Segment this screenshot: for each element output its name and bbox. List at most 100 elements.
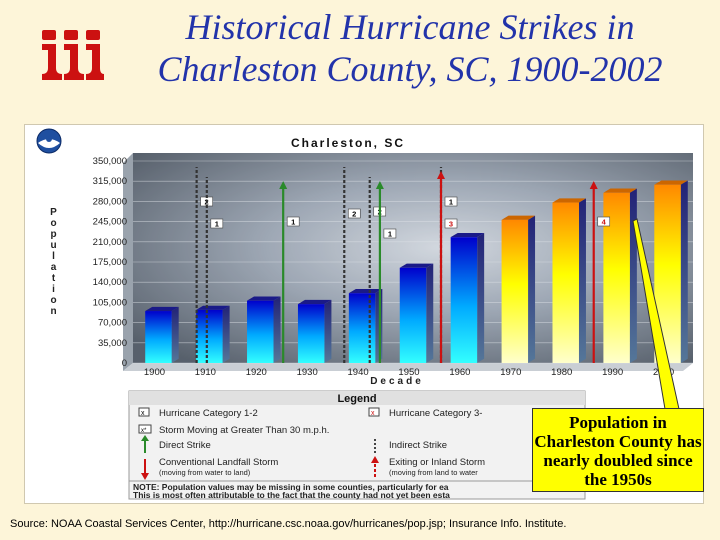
bar-side — [680, 180, 688, 363]
slide-title: Historical Hurricane Strikes in Charlest… — [120, 6, 700, 90]
bar-top — [654, 180, 688, 185]
y-tick-label: 315,000 — [93, 176, 127, 187]
legend-title: Legend — [337, 393, 376, 405]
storm-category-box — [597, 216, 611, 227]
bar-face — [450, 237, 478, 363]
svg-text:x*: x* — [141, 428, 147, 434]
storm-category-box — [444, 218, 458, 229]
legend-indirect: Indirect Strike — [389, 440, 447, 451]
storm-category-label: 1 — [215, 220, 219, 229]
bar-side — [528, 215, 536, 363]
bar-face — [196, 309, 223, 363]
legend-note-1: NOTE: Population values may be missing i… — [133, 482, 449, 492]
y-tick-label: 350,000 — [93, 156, 127, 167]
chart-floor — [123, 363, 693, 371]
bar — [501, 215, 536, 363]
y-tick-label: 175,000 — [93, 257, 127, 268]
legend-conventional-sub: (moving from water to land) — [159, 468, 251, 477]
legend-exiting: Exiting or Inland Storm — [389, 457, 485, 468]
storm-marker: 1 — [279, 181, 300, 363]
storm-category-label: 1 — [388, 230, 392, 239]
bar-face — [501, 219, 529, 363]
x-tick-label: 1950 — [398, 367, 419, 378]
storm-marker: 2 — [343, 167, 361, 363]
storm-category-box — [347, 208, 361, 219]
chart-side-wall — [123, 153, 133, 371]
bar — [247, 296, 281, 363]
bar-side — [324, 299, 332, 363]
storm-marker: 4 — [589, 181, 611, 363]
legend-exiting-sub: (moving from land to water — [389, 468, 478, 477]
storm-arrowhead — [589, 181, 598, 189]
population-chart: Charleston, SC 350,000 315,000 280,000 245,… — [36, 128, 693, 500]
legend-note-2: This is most often attributable to the f… — [133, 490, 450, 500]
bar-top — [145, 306, 179, 312]
svg-text:x: x — [371, 410, 375, 417]
x-tick-label: 1970 — [500, 367, 521, 378]
bar-top — [552, 198, 586, 203]
legend-cat12: Hurricane Category 1-2 — [159, 408, 258, 419]
bar-top — [247, 296, 281, 301]
storm-marker: 1 — [205, 177, 224, 363]
legend-cat35: Hurricane Category 3- — [389, 408, 482, 419]
storm-arrowhead — [375, 181, 384, 189]
callout-box: Population in Charleston County has near… — [532, 408, 704, 492]
bar-top — [399, 263, 434, 268]
bar — [399, 263, 434, 363]
x-tick-label: 1990 — [602, 367, 623, 378]
x-tick-label: 1900 — [144, 367, 165, 378]
storm-category-label: 4 — [602, 218, 607, 227]
storm-category-label: 3 — [449, 220, 453, 229]
storm-category-label: 1 — [291, 218, 295, 227]
title-line-2: Charleston County, SC, 1900-2002 — [157, 49, 663, 89]
x-tick-label: 1930 — [297, 367, 318, 378]
bar-face — [399, 267, 427, 363]
legend-conventional: Conventional Landfall Storm — [159, 457, 278, 468]
bar-side — [426, 263, 434, 363]
bar-face — [348, 293, 376, 363]
storm-category-label: 1 — [449, 198, 453, 207]
bar — [297, 299, 332, 363]
bar-side — [629, 188, 637, 363]
storm-arrowhead — [279, 181, 288, 189]
iii-logo-icon — [42, 30, 104, 80]
y-axis-ticks: 350,000 315,000 280,000 245,000 210,000 175,0… — [93, 156, 127, 369]
bar — [196, 305, 230, 363]
y-tick-label: 35,000 — [98, 338, 127, 349]
noaa-logo-icon — [36, 128, 62, 154]
bar-top — [501, 215, 536, 220]
storm-marker: 3 — [437, 171, 458, 363]
x-tick-label: 1910 — [195, 367, 216, 378]
bar-top — [196, 305, 230, 310]
legend-fast: Storm Moving at Greater Than 30 m.p.h. — [159, 425, 329, 436]
x-tick-label: 1980 — [551, 367, 572, 378]
x-axis-label: Decade — [370, 376, 424, 387]
bar — [603, 188, 637, 363]
storm-marker: 1 — [375, 181, 397, 363]
chart-title: Charleston, SC — [291, 136, 405, 150]
source-note: Source: NOAA Coastal Services Center, ht… — [10, 518, 567, 530]
y-tick-label: 70,000 — [98, 318, 127, 329]
bar-side — [222, 305, 230, 363]
bar-top — [297, 299, 332, 305]
storm-arrowhead — [437, 171, 445, 179]
bar — [450, 232, 485, 363]
bar-side — [477, 232, 485, 363]
y-tick-label: 0 — [122, 358, 127, 369]
x-tick-label: 1940 — [348, 367, 369, 378]
bar-face — [145, 311, 172, 363]
svg-text:x: x — [141, 410, 145, 417]
bar — [552, 198, 586, 363]
bar-face — [552, 202, 579, 363]
bar-top — [348, 288, 383, 294]
storm-category-box — [286, 216, 300, 227]
bar-top — [603, 188, 637, 193]
chart-figure: Charleston, SC 350,000 315,000 280,000 245,… — [24, 124, 704, 504]
bar-top — [450, 232, 485, 238]
bar-face — [247, 300, 274, 363]
bars — [145, 180, 688, 363]
x-tick-label: 1960 — [449, 367, 470, 378]
bar — [145, 306, 179, 363]
legend-direct: Direct Strike — [159, 440, 211, 451]
storm-markers: 211221134 — [195, 167, 611, 363]
